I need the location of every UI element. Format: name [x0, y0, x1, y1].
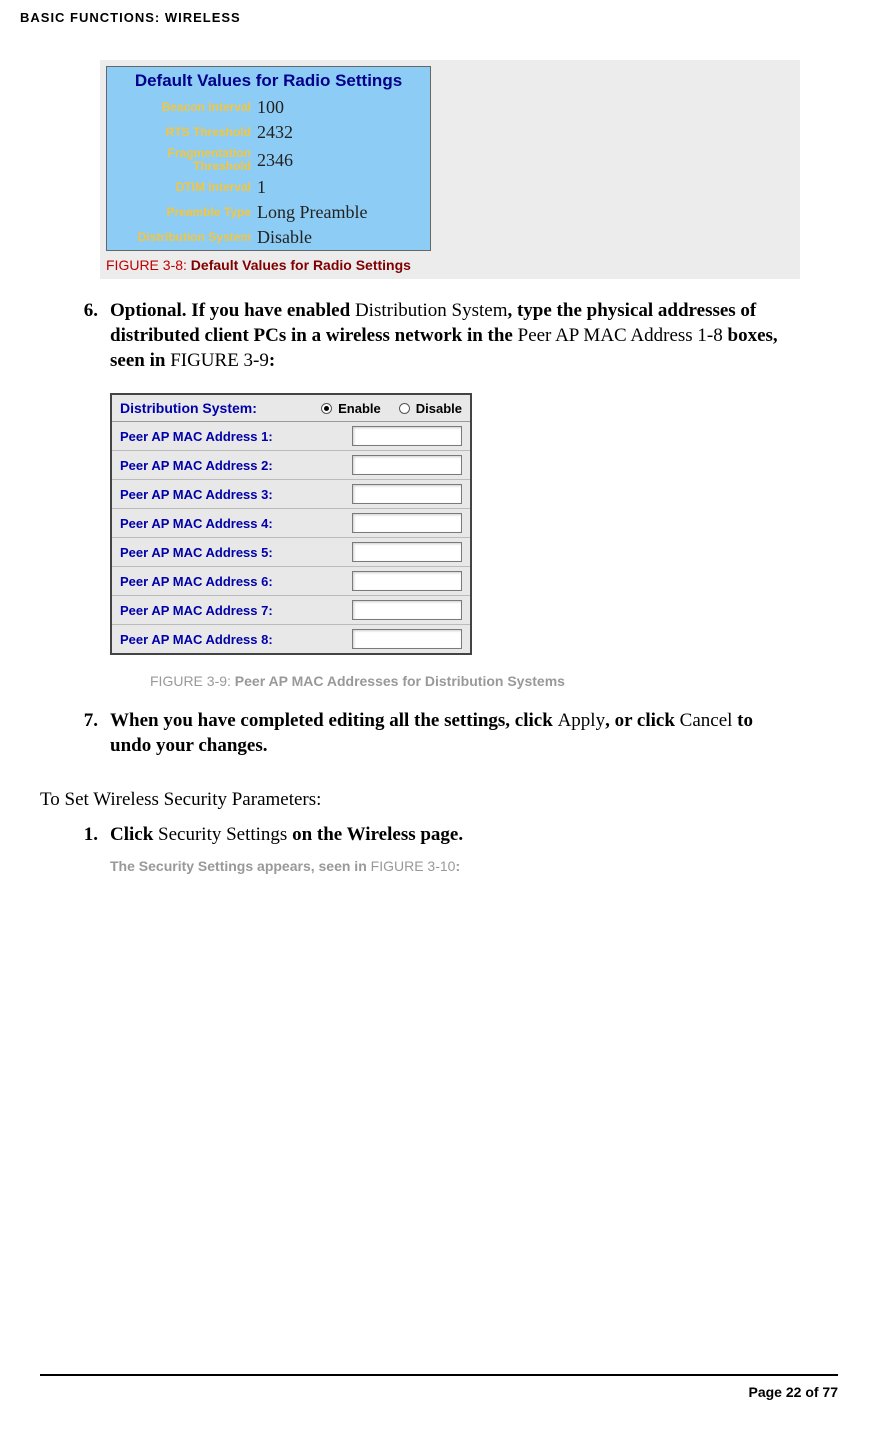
text: Security Settings [158, 824, 287, 845]
dtim-interval-value: 1 [257, 177, 266, 198]
figure-3-8-caption: FIGURE 3-8: Default Values for Radio Set… [106, 257, 800, 273]
wireless-security-heading: To Set Wireless Security Parameters: [40, 789, 838, 811]
rts-threshold-label: RTS Threshold [107, 126, 257, 139]
mac-row: Peer AP MAC Address 6: [112, 567, 470, 596]
text: Cancel [680, 710, 733, 731]
text: Click [110, 824, 158, 845]
settings-row: Distribution System Disable [107, 225, 430, 250]
radio-settings-box: Default Values for Radio Settings Beacon… [106, 66, 431, 251]
step-6-text: Optional. If you have enabled Distributi… [110, 299, 788, 373]
mac-label-8: Peer AP MAC Address 8: [120, 632, 352, 647]
text: , or click [605, 710, 680, 731]
text: Optional. If you have enabled [110, 300, 355, 321]
mac-input-2[interactable] [352, 455, 462, 475]
mac-row: Peer AP MAC Address 5: [112, 538, 470, 567]
dtim-interval-label: DTIM Interval [107, 181, 257, 194]
figure-3-9-label: FIGURE 3-9: [150, 673, 235, 689]
distribution-system-title: Distribution System: [120, 400, 321, 416]
figure-3-9-caption: FIGURE 3-9: Peer AP MAC Addresses for Di… [150, 673, 838, 689]
step-6: 6. Optional. If you have enabled Distrib… [70, 299, 788, 373]
text: : [455, 858, 460, 874]
rts-threshold-value: 2432 [257, 122, 293, 143]
step-7-text: When you have completed editing all the … [110, 709, 788, 758]
mac-input-7[interactable] [352, 600, 462, 620]
figure-3-8-container: Default Values for Radio Settings Beacon… [100, 60, 800, 279]
mac-label-7: Peer AP MAC Address 7: [120, 603, 352, 618]
figure-3-9-container: Distribution System: Enable Disable Peer… [110, 393, 838, 689]
mac-input-4[interactable] [352, 513, 462, 533]
step-7: 7. When you have completed editing all t… [70, 709, 788, 758]
mac-label-1: Peer AP MAC Address 1: [120, 429, 352, 444]
mac-label-3: Peer AP MAC Address 3: [120, 487, 352, 502]
text: Distribution System [355, 300, 508, 321]
settings-row: Beacon Interval 100 [107, 95, 430, 120]
distribution-title-row: Distribution System: Enable Disable [112, 395, 470, 422]
text: FIGURE 3-9 [170, 350, 269, 371]
preamble-type-value: Long Preamble [257, 202, 367, 223]
mac-input-5[interactable] [352, 542, 462, 562]
distribution-system-box: Distribution System: Enable Disable Peer… [110, 393, 472, 655]
step-1: 1. Click Security Settings on the Wirele… [70, 823, 788, 848]
mac-label-2: Peer AP MAC Address 2: [120, 458, 352, 473]
security-settings-hint: The Security Settings appears, seen in F… [110, 858, 838, 874]
settings-row: DTIM Interval 1 [107, 175, 430, 200]
mac-row: Peer AP MAC Address 4: [112, 509, 470, 538]
beacon-interval-value: 100 [257, 97, 284, 118]
mac-label-4: Peer AP MAC Address 4: [120, 516, 352, 531]
figure-3-8-title: Default Values for Radio Settings [187, 257, 411, 273]
fragmentation-threshold-value: 2346 [257, 150, 293, 171]
distribution-system-label: Distribution System [107, 231, 257, 244]
mac-input-1[interactable] [352, 426, 462, 446]
mac-row: Peer AP MAC Address 7: [112, 596, 470, 625]
text: FIGURE 3-10 [371, 858, 456, 874]
preamble-type-label: Preamble Type [107, 206, 257, 219]
mac-row: Peer AP MAC Address 8: [112, 625, 470, 653]
radio-settings-title: Default Values for Radio Settings [107, 67, 430, 95]
step-1-text: Click Security Settings on the Wireless … [110, 823, 788, 848]
mac-input-8[interactable] [352, 629, 462, 649]
enable-disable-group: Enable Disable [321, 401, 462, 416]
step-7-number: 7. [70, 709, 110, 758]
mac-label-5: Peer AP MAC Address 5: [120, 545, 352, 560]
text: Peer AP MAC Address 1-8 [518, 325, 728, 346]
mac-row: Peer AP MAC Address 3: [112, 480, 470, 509]
fragmentation-threshold-label: Fragmentation Threshold [107, 147, 257, 173]
mac-input-3[interactable] [352, 484, 462, 504]
distribution-system-value: Disable [257, 227, 312, 248]
disable-radio[interactable] [399, 403, 410, 414]
mac-row: Peer AP MAC Address 2: [112, 451, 470, 480]
enable-label: Enable [338, 401, 381, 416]
disable-label: Disable [416, 401, 462, 416]
page-header: BASIC FUNCTIONS: WIRELESS [20, 10, 838, 25]
page-footer: Page 22 of 77 [40, 1374, 838, 1400]
mac-label-6: Peer AP MAC Address 6: [120, 574, 352, 589]
settings-row: Preamble Type Long Preamble [107, 200, 430, 225]
mac-row: Peer AP MAC Address 1: [112, 422, 470, 451]
settings-row: Fragmentation Threshold 2346 [107, 145, 430, 175]
text: Apply [558, 710, 606, 731]
text: The Security Settings appears, seen in [110, 858, 371, 874]
enable-radio[interactable] [321, 403, 332, 414]
step-6-number: 6. [70, 299, 110, 373]
mac-input-6[interactable] [352, 571, 462, 591]
figure-3-8-label: FIGURE 3-8: [106, 257, 187, 273]
text: : [269, 350, 275, 371]
settings-row: RTS Threshold 2432 [107, 120, 430, 145]
text: When you have completed editing all the … [110, 710, 558, 731]
step-1-number: 1. [70, 823, 110, 848]
figure-3-9-title: Peer AP MAC Addresses for Distribution S… [235, 673, 565, 689]
text: on the Wireless page. [287, 824, 463, 845]
beacon-interval-label: Beacon Interval [107, 101, 257, 114]
